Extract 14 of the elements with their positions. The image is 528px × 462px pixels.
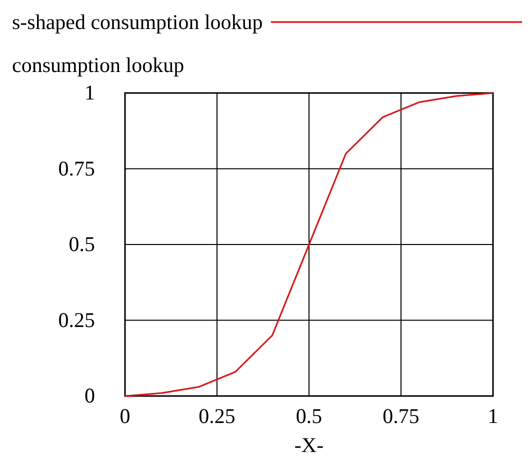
x-tick-label: 0.5 xyxy=(296,404,322,428)
y-tick-label: 0 xyxy=(84,384,95,408)
x-axis-title: -X- xyxy=(294,433,324,457)
y-axis-title: consumption lookup xyxy=(12,53,184,77)
text: s-shaped consumption lookup xyxy=(12,10,263,34)
x-tick-label: 0 xyxy=(120,404,130,428)
x-tick-label: 0.75 xyxy=(382,404,420,428)
x-tick-label: 1 xyxy=(488,404,498,428)
x-tick-label: 0.25 xyxy=(198,404,236,428)
y-tick-label: 1 xyxy=(84,80,95,105)
y-tick-label: 0.75 xyxy=(58,156,95,180)
y-tick-label: 0.5 xyxy=(68,232,95,256)
y-tick-label: 0.25 xyxy=(58,308,95,332)
line-series xyxy=(124,92,494,397)
